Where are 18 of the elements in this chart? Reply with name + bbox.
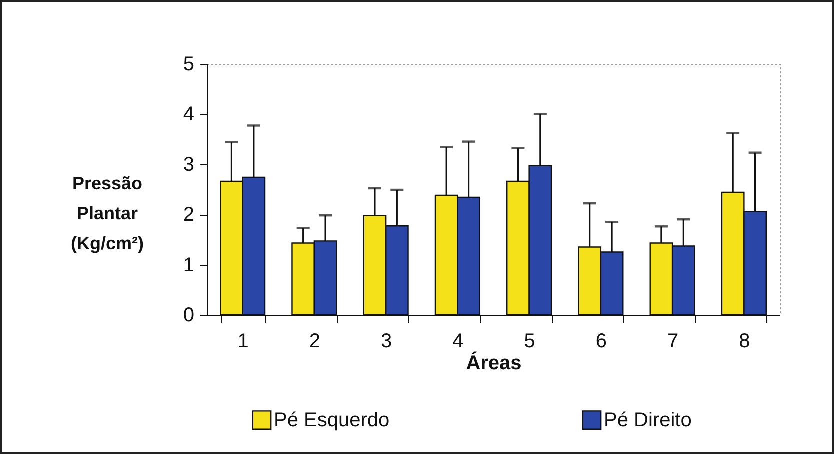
x-tick-label: 6 (596, 330, 607, 352)
y-tick-label: 1 (183, 254, 194, 276)
x-tick-label: 4 (452, 330, 464, 352)
x-tick-label: 3 (381, 330, 392, 352)
x-tick-label: 8 (739, 330, 750, 352)
legend-label: Pé Direito (604, 409, 692, 432)
y-tick-label: 3 (183, 154, 194, 176)
x-tick-label: 1 (238, 330, 249, 352)
y-tick-label: 2 (183, 204, 194, 226)
x-tick-label: 5 (524, 330, 536, 352)
x-tick-label: 2 (309, 330, 320, 352)
x-tick-label: 7 (668, 330, 679, 352)
y-tick-label: 5 (183, 54, 194, 76)
y-axis-title: Pressão Plantar (Kg/cm²) (71, 174, 144, 254)
y-tick-label: 0 (183, 304, 194, 326)
legend-label: Pé Esquerdo (274, 409, 390, 432)
x-axis-title: Áreas (466, 352, 522, 374)
y-tick-label: 4 (183, 104, 194, 126)
